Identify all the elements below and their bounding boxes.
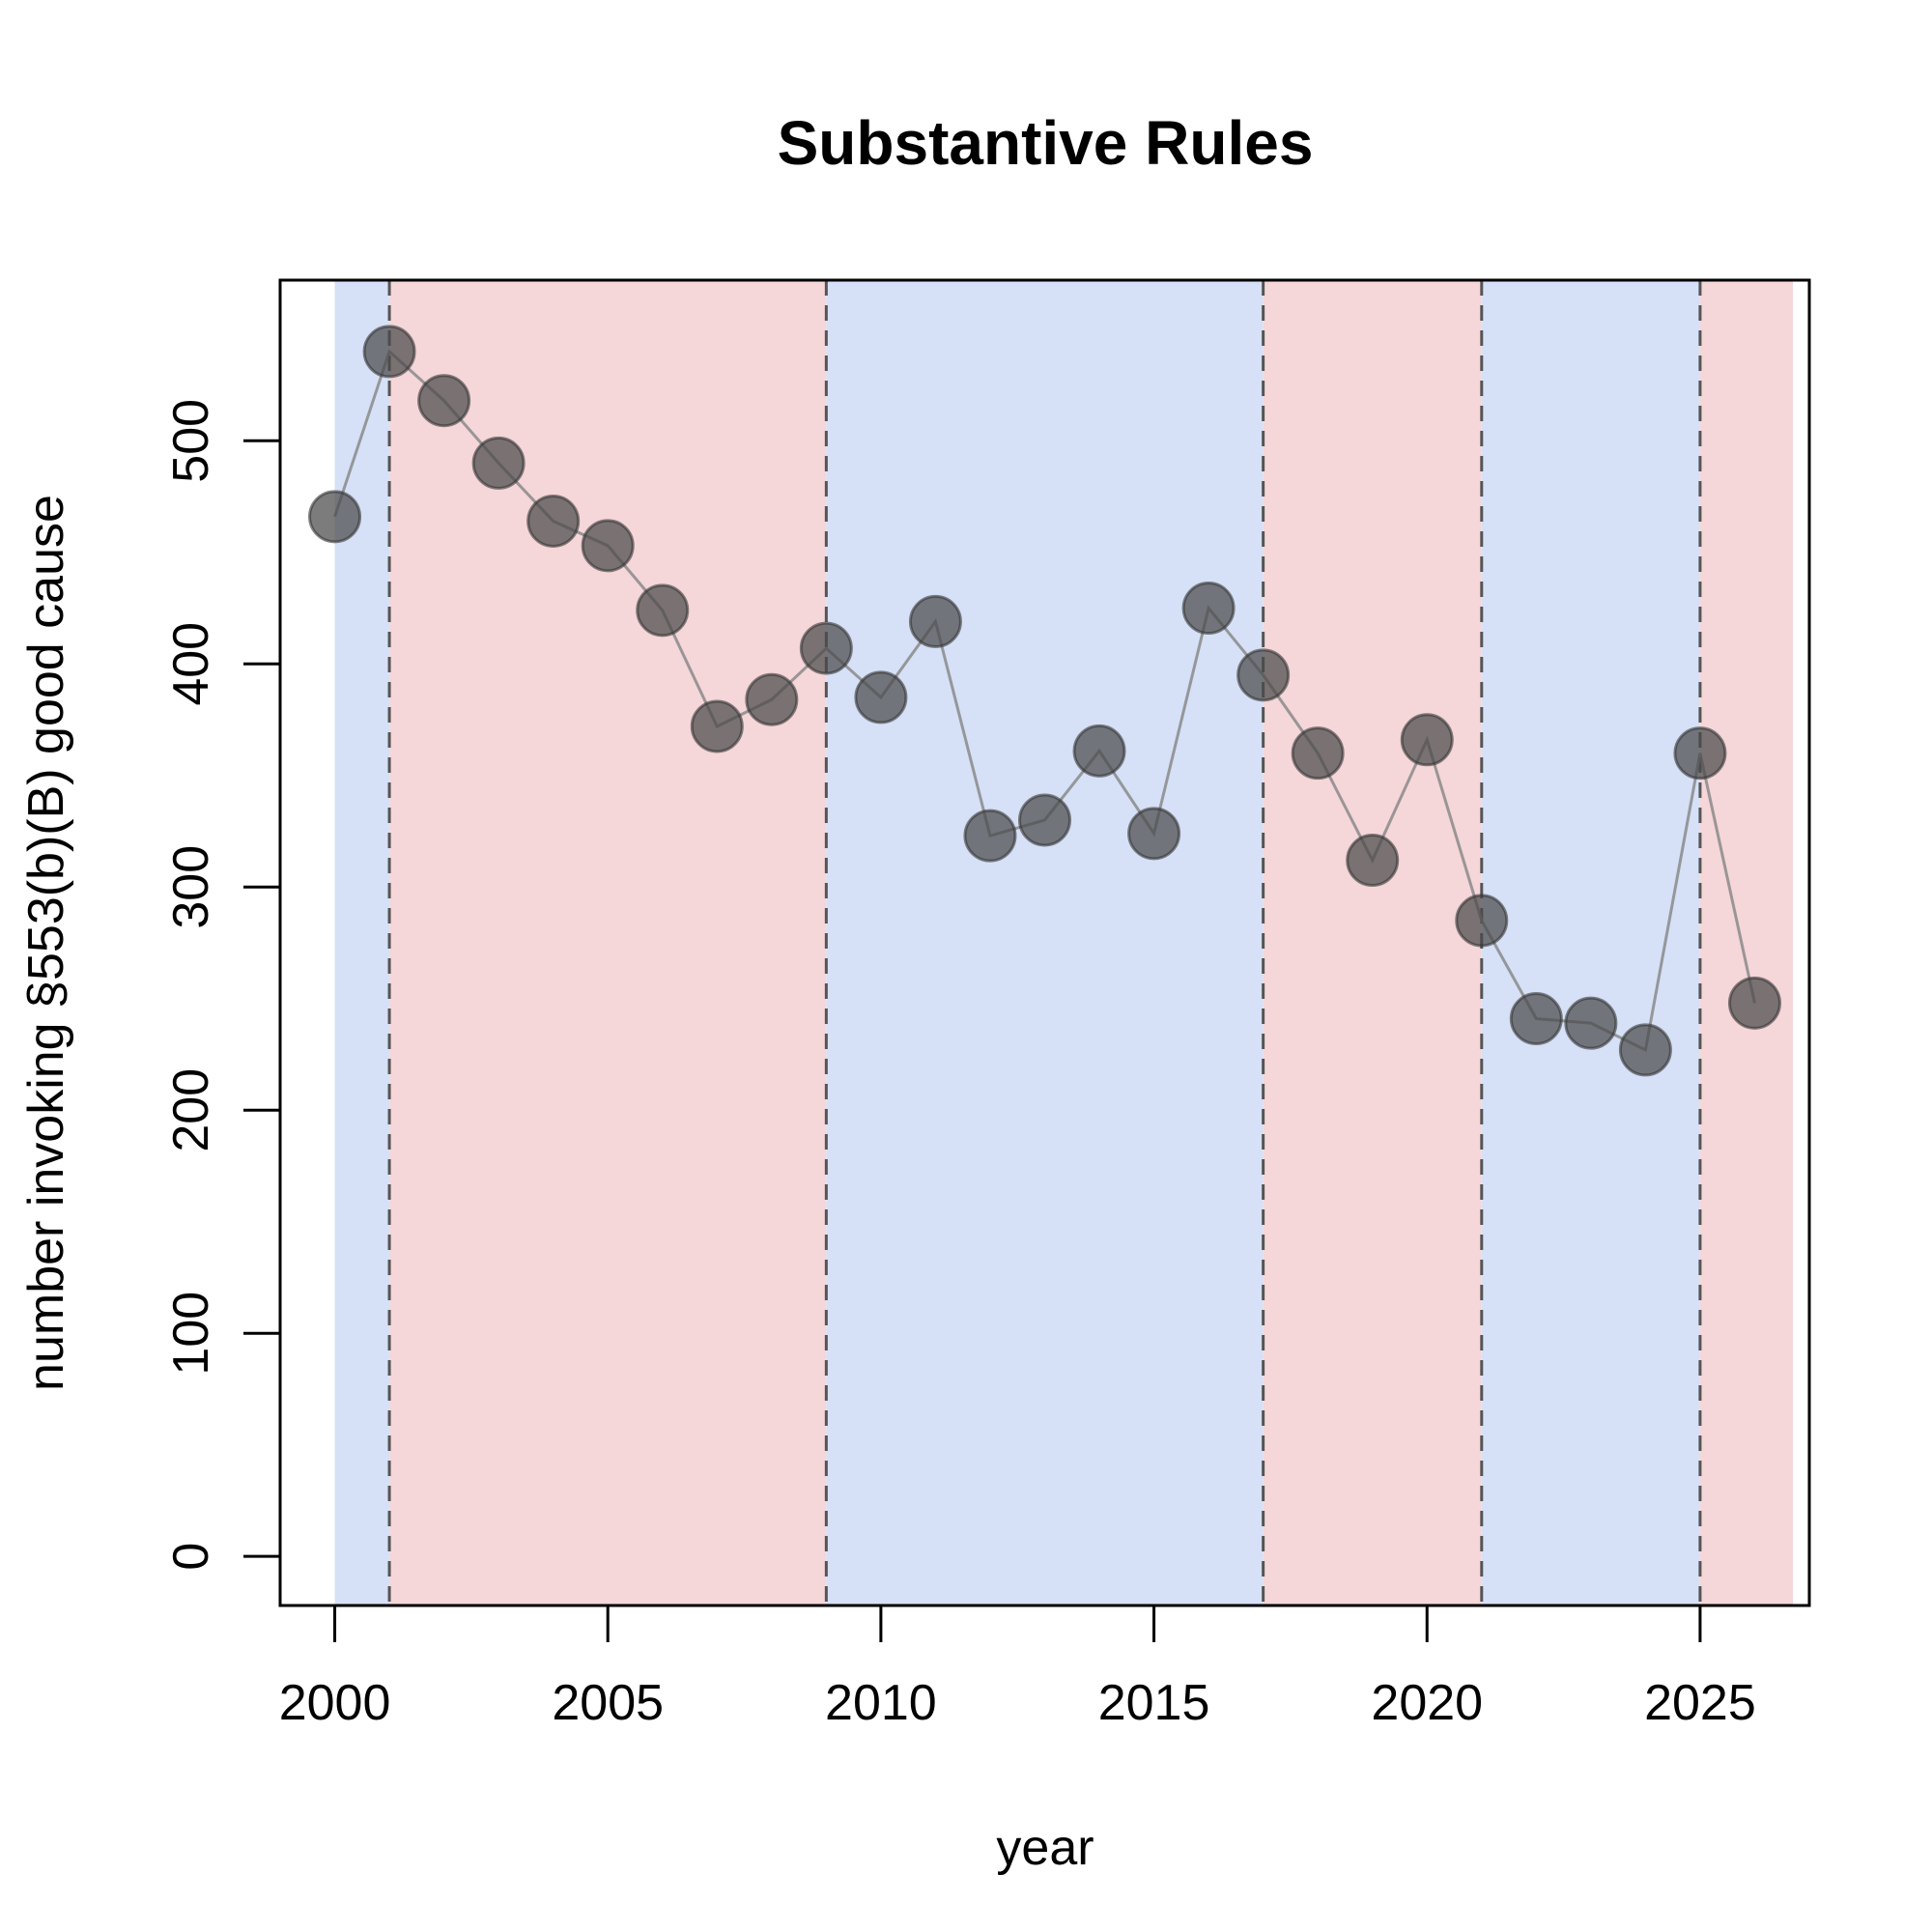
data-point-2025	[1673, 726, 1727, 781]
data-point-2019	[1346, 834, 1400, 888]
data-point-2005	[581, 519, 635, 573]
data-points	[308, 325, 1781, 1077]
data-point-2002	[417, 374, 471, 428]
y-tick-label-400: 400	[163, 622, 219, 706]
y-axis-label: number invoking §553(b)(B) good cause	[18, 495, 74, 1391]
shaded-period-democratic-2	[826, 280, 1264, 1605]
shaded-periods	[334, 280, 1794, 1605]
x-tick-label-2000: 2000	[279, 1675, 391, 1731]
x-tick-label-2010: 2010	[825, 1675, 937, 1731]
data-point-2026	[1727, 976, 1781, 1030]
y-tick-label-0: 0	[163, 1543, 219, 1571]
data-point-2021	[1455, 894, 1509, 948]
data-point-2012	[963, 809, 1017, 863]
data-point-2003	[471, 436, 526, 490]
shaded-period-republican-1	[389, 280, 827, 1605]
data-point-2013	[1018, 793, 1071, 847]
x-tick-label-2020: 2020	[1371, 1675, 1483, 1731]
data-point-2011	[908, 594, 962, 648]
y-tick-label-200: 200	[163, 1068, 219, 1152]
data-point-2024	[1618, 1023, 1672, 1077]
x-axis-label: year	[996, 1820, 1094, 1876]
shaded-period-republican-3	[1263, 280, 1482, 1605]
y-tick-label-500: 500	[163, 399, 219, 483]
data-point-2008	[745, 672, 799, 726]
shaded-period-democratic-0	[334, 280, 390, 1605]
chart-title: Substantive Rules	[778, 108, 1314, 178]
data-point-2009	[799, 621, 853, 675]
shaded-period-republican-5	[1699, 280, 1794, 1605]
x-axis: 2000 2005 2010 2015 2020 2025	[279, 1604, 1756, 1731]
x-tick-label-2005: 2005	[552, 1675, 664, 1731]
y-tick-label-300: 300	[163, 845, 219, 929]
data-point-2017	[1236, 648, 1291, 702]
data-point-2007	[690, 699, 744, 753]
data-point-2010	[854, 670, 908, 724]
data-point-2018	[1291, 726, 1345, 781]
data-point-2001	[362, 325, 416, 379]
data-point-2022	[1509, 992, 1563, 1046]
data-point-2004	[526, 494, 581, 548]
data-point-2006	[636, 583, 690, 638]
x-tick-label-2015: 2015	[1098, 1675, 1210, 1731]
x-tick-label-2025: 2025	[1644, 1675, 1756, 1731]
data-point-2020	[1400, 713, 1454, 767]
data-point-2015	[1127, 807, 1181, 861]
y-axis: 0 100 200 300 400 500	[163, 399, 282, 1571]
data-point-2016	[1181, 582, 1236, 636]
shaded-period-democratic-4	[1481, 280, 1700, 1605]
data-point-2023	[1564, 996, 1618, 1050]
data-point-2000	[308, 490, 362, 544]
data-point-2014	[1072, 724, 1126, 778]
y-tick-label-100: 100	[163, 1292, 219, 1376]
